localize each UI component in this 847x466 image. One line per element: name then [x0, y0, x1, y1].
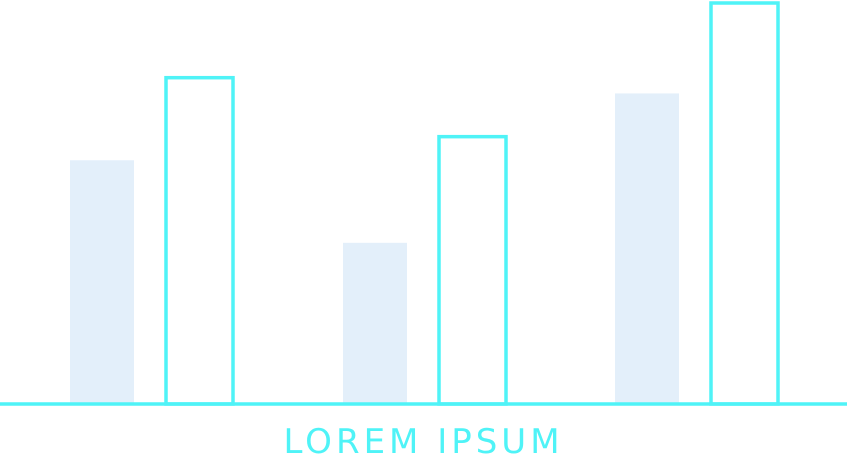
chart-caption: LOREM IPSUM: [283, 422, 564, 462]
bar-filled-3: [615, 93, 679, 404]
bar-outline-1: [164, 75, 235, 406]
bar-filled-2: [343, 242, 407, 404]
bar-filled-1: [70, 160, 134, 404]
bar-outline-2: [437, 134, 508, 406]
bar-outline-3: [709, 1, 780, 406]
